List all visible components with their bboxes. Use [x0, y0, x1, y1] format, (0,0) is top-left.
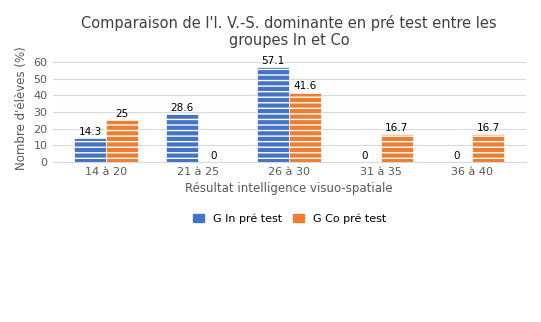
Text: 0: 0 — [210, 151, 217, 161]
Text: 0: 0 — [453, 151, 460, 161]
Bar — [74, 138, 106, 162]
Bar — [166, 114, 197, 162]
Bar — [472, 134, 504, 162]
Title: Comparaison de l'I. V.-S. dominante en pré test entre les
groupes In et Co: Comparaison de l'I. V.-S. dominante en p… — [82, 15, 497, 48]
Bar — [106, 120, 138, 162]
Y-axis label: Nombre d'élèves (%): Nombre d'élèves (%) — [15, 46, 28, 170]
Text: 41.6: 41.6 — [294, 81, 317, 91]
Text: 28.6: 28.6 — [170, 103, 193, 113]
X-axis label: Résultat intelligence visuo-spatiale: Résultat intelligence visuo-spatiale — [186, 183, 393, 195]
Text: 16.7: 16.7 — [385, 123, 408, 133]
Text: 14.3: 14.3 — [78, 127, 102, 137]
Text: 57.1: 57.1 — [262, 56, 285, 66]
Text: 0: 0 — [361, 151, 368, 161]
Bar — [381, 134, 413, 162]
Legend: G In pré test, G Co pré test: G In pré test, G Co pré test — [188, 209, 391, 228]
Text: 16.7: 16.7 — [477, 123, 500, 133]
Text: 25: 25 — [116, 109, 129, 119]
Bar — [257, 67, 289, 162]
Bar — [289, 93, 321, 162]
